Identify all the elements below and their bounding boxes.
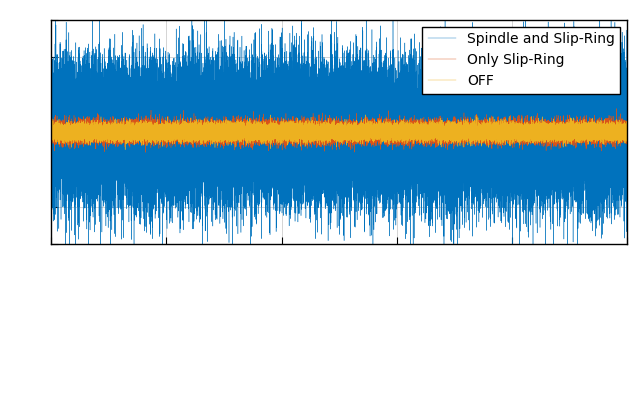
OFF	[360, 127, 367, 132]
Spindle and Slip-Ring	[475, 104, 483, 108]
Legend: Spindle and Slip-Ring, Only Slip-Ring, OFF: Spindle and Slip-Ring, Only Slip-Ring, O…	[422, 27, 620, 94]
Only Slip-Ring	[186, 128, 194, 132]
OFF	[122, 147, 129, 152]
Line: Spindle and Slip-Ring: Spindle and Slip-Ring	[51, 0, 627, 272]
Only Slip-Ring	[394, 132, 402, 137]
OFF	[394, 132, 402, 136]
Line: OFF: OFF	[51, 115, 627, 150]
OFF	[623, 132, 631, 137]
Spindle and Slip-Ring	[86, 107, 94, 112]
Spindle and Slip-Ring	[394, 136, 402, 140]
Spindle and Slip-Ring	[268, 101, 276, 106]
OFF	[475, 132, 483, 137]
Spindle and Slip-Ring	[623, 141, 631, 146]
Only Slip-Ring	[623, 128, 631, 133]
Spindle and Slip-Ring	[47, 137, 55, 141]
OFF	[47, 137, 55, 141]
Spindle and Slip-Ring	[410, 269, 417, 274]
OFF	[186, 130, 194, 134]
Spindle and Slip-Ring	[186, 83, 194, 88]
Spindle and Slip-Ring	[360, 125, 367, 130]
OFF	[268, 128, 276, 133]
OFF	[362, 112, 369, 117]
Only Slip-Ring	[268, 134, 276, 139]
Spindle and Slip-Ring	[389, 0, 397, 1]
Only Slip-Ring	[360, 131, 367, 136]
Line: Only Slip-Ring: Only Slip-Ring	[51, 108, 627, 152]
OFF	[86, 128, 94, 132]
Only Slip-Ring	[47, 134, 55, 138]
Only Slip-Ring	[86, 132, 94, 137]
Only Slip-Ring	[475, 133, 483, 138]
Only Slip-Ring	[613, 106, 621, 111]
Only Slip-Ring	[141, 150, 149, 155]
